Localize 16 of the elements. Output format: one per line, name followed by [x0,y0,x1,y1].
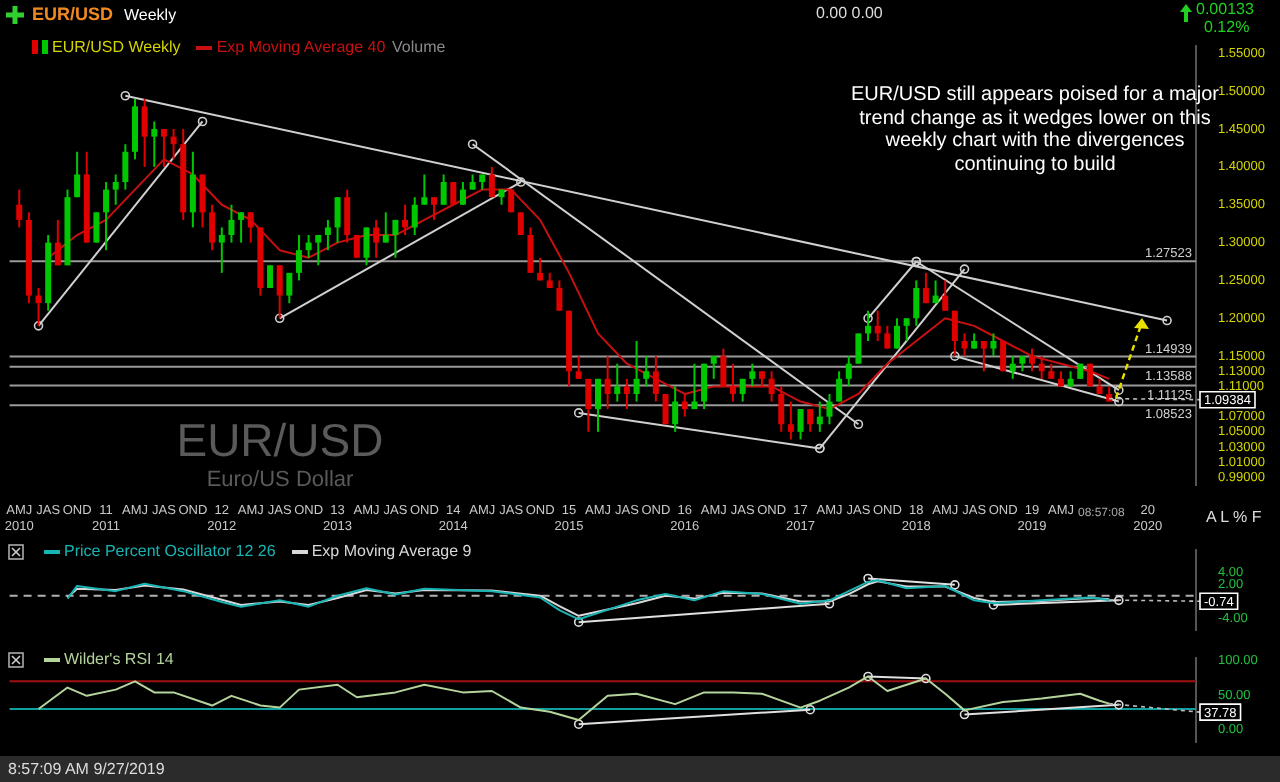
text: 0.00 0.00 [816,4,883,23]
legend-label: Wilder's RSI 14 [64,650,174,668]
text: 8:57:09 AM 9/27/2019 [8,760,165,779]
annotation: Volume [392,38,446,57]
annotation: EUR/USD [174,414,386,467]
annotation: EUR/USD still appears poised for a major trend change as it wedges lower on this weekly chart with the divergences continuing to build [850,84,1219,176]
chart-title: EUR/USD [32,4,114,24]
legend-label: Exp Moving Average 40 [216,38,386,56]
text: 0.00133 [1196,0,1254,19]
annotation: Euro/US Dollar [204,468,356,494]
chart-subtitle: Weekly [124,6,177,24]
legend-label: EUR/USD Weekly [52,38,181,56]
legend-label: Exp Moving Average 9 [311,542,472,560]
text: A L % F [1206,508,1262,527]
text: 0.12% [1204,18,1250,37]
legend-label: Price Percent Oscillator 12 26 [64,542,276,560]
